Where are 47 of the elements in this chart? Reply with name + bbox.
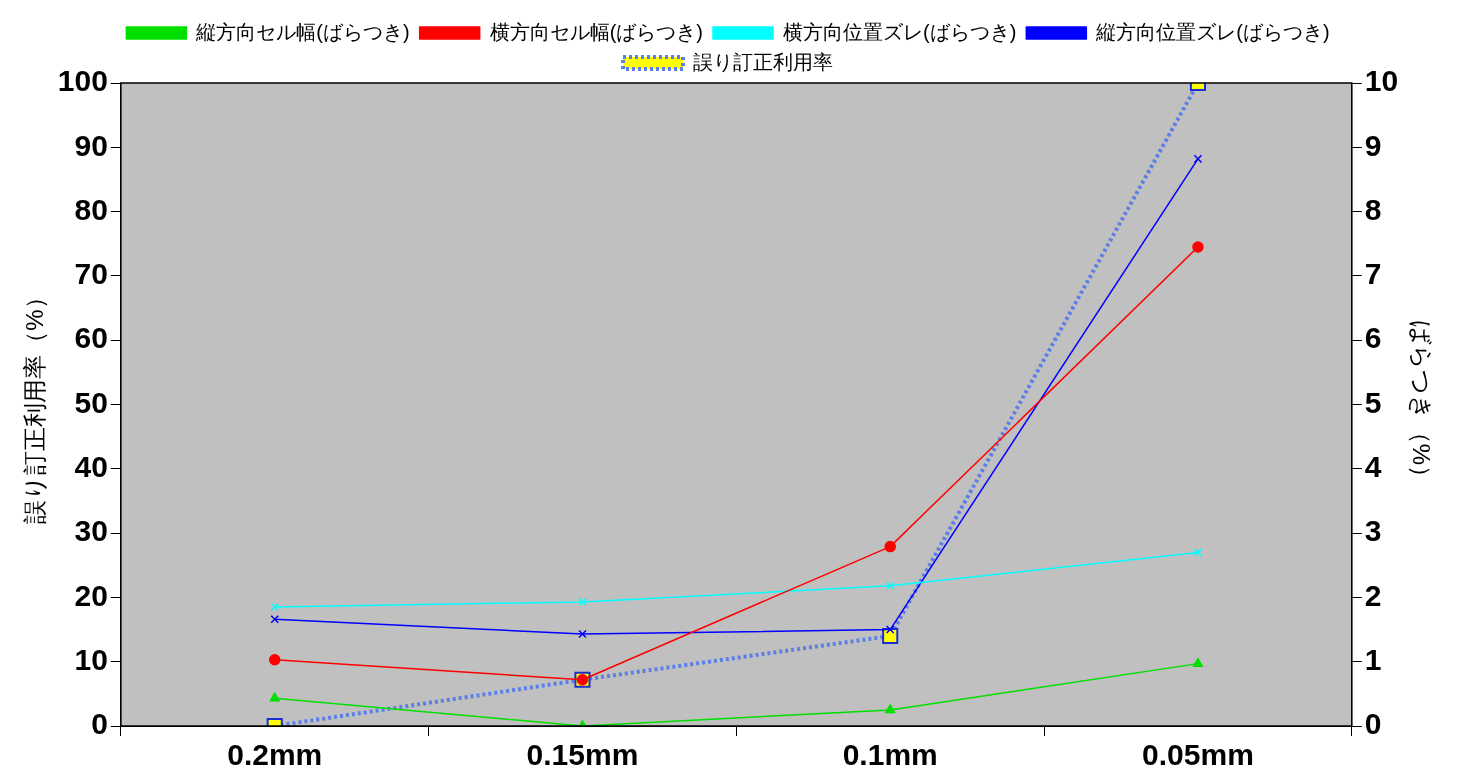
x-tick-label: 0.05mm xyxy=(1142,738,1254,772)
point xyxy=(885,704,896,714)
y2-tick-label: 0 xyxy=(1364,707,1382,741)
y2-tick-label: 7 xyxy=(1364,257,1382,291)
legend-label: 縦方向位置ズレ(ばらつき) xyxy=(1095,20,1330,43)
y-tick-label: 80 xyxy=(74,192,108,226)
y2-axis-title: ばらつき（%） xyxy=(1407,319,1435,490)
y2-tick-label: 2 xyxy=(1364,578,1382,612)
legend-label: 縦方向セル幅(ばらつき) xyxy=(195,20,410,43)
y2-tick-label: 1 xyxy=(1364,642,1382,676)
y-tick-label: 10 xyxy=(74,642,108,676)
y-tick-label: 20 xyxy=(74,578,108,612)
y-tick-label: 40 xyxy=(74,450,108,484)
point xyxy=(885,581,895,591)
point xyxy=(1192,657,1204,667)
point xyxy=(884,540,896,553)
point xyxy=(1192,241,1204,253)
y2-tick-label: 4 xyxy=(1364,450,1382,484)
y-tick-label: 60 xyxy=(74,321,108,355)
y2-tick-label: 9 xyxy=(1364,128,1382,162)
point xyxy=(578,629,587,639)
y-tick-label: 30 xyxy=(74,514,108,548)
point xyxy=(1193,154,1203,164)
y-axis-title: 誤り訂正利用率（%） xyxy=(21,285,49,524)
legend-label: 横方向セル幅(ばらつき) xyxy=(489,20,704,43)
y2-tick-label: 5 xyxy=(1364,385,1382,419)
point xyxy=(885,625,895,634)
y-tick-label: 50 xyxy=(74,385,108,419)
point xyxy=(578,597,587,607)
point xyxy=(268,654,281,666)
y2-tick-label: 8 xyxy=(1364,192,1382,226)
point xyxy=(269,692,280,702)
point xyxy=(270,602,280,612)
y2-tick-label: 6 xyxy=(1364,321,1382,355)
y2-tick-label: 10 xyxy=(1364,64,1399,98)
x-tick-label: 0.1mm xyxy=(842,738,938,772)
y-tick-label: 0 xyxy=(91,707,108,741)
x-tick-label: 0.2mm xyxy=(227,738,323,772)
y-tick-label: 100 xyxy=(57,64,108,98)
legend-label: 誤り訂正利用率 xyxy=(693,50,833,73)
y-tick-label: 90 xyxy=(74,128,108,162)
x-tick-label: 0.15mm xyxy=(526,738,639,772)
legend-label: 横方向位置ズレ(ばらつき) xyxy=(783,20,1017,43)
point xyxy=(270,614,280,624)
y2-tick-label: 3 xyxy=(1364,514,1382,548)
point xyxy=(1193,548,1203,557)
y-tick-label: 70 xyxy=(74,257,108,291)
